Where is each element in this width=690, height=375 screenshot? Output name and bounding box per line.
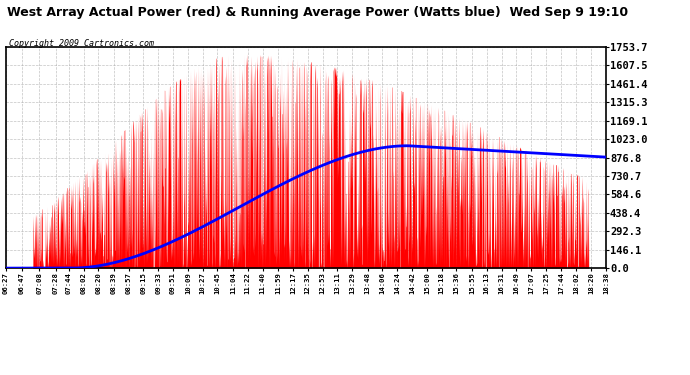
Text: Copyright 2009 Cartronics.com: Copyright 2009 Cartronics.com xyxy=(9,39,154,48)
Text: West Array Actual Power (red) & Running Average Power (Watts blue)  Wed Sep 9 19: West Array Actual Power (red) & Running … xyxy=(7,6,628,19)
